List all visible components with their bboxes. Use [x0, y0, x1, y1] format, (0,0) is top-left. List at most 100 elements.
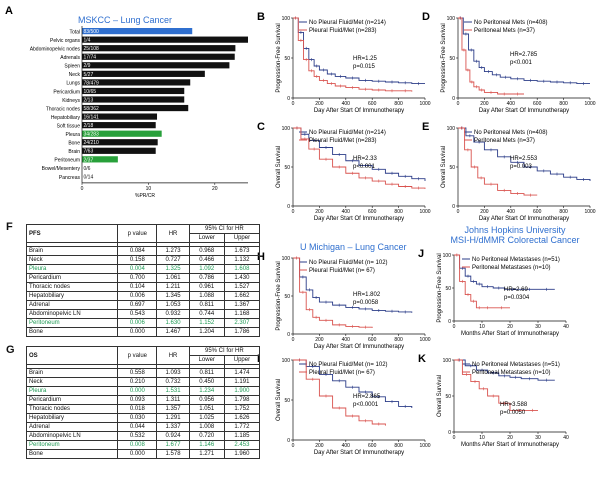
km-curve [458, 17, 524, 95]
bar-count-label: 34/283 [84, 132, 100, 138]
y-axis-label: Progression-Free Survival [276, 23, 282, 92]
y-tick-label: 100 [443, 358, 452, 364]
stat-annotation: p=0.0050 [500, 410, 526, 416]
table-cell: 1.467 [156, 327, 190, 337]
table-cell: 0.532 [117, 431, 158, 441]
bar [82, 156, 118, 163]
x-tick-label: 30 [535, 324, 541, 330]
km-curve [454, 359, 538, 411]
y-axis-label: Progression-Free Survival [441, 23, 447, 92]
y-tick-label: 100 [282, 126, 291, 132]
bar [82, 53, 235, 60]
stat-annotation: HR=2.865 [353, 394, 381, 400]
table-cell: 1.527 [223, 282, 261, 292]
table-cell: 1.168 [223, 309, 261, 319]
stat-annotation: HR=1.802 [353, 292, 381, 298]
table-cell: 0.000 [117, 449, 158, 459]
x-tick-label: 400 [507, 101, 516, 107]
panel-label-K: K [418, 353, 426, 365]
table-cell: 1.630 [156, 318, 190, 328]
table-cell: 1.093 [156, 368, 190, 378]
table-cell: 1.798 [223, 395, 261, 405]
bar-count-label: 16/141 [84, 115, 100, 121]
table-cell: 1.146 [188, 440, 225, 450]
chart-title-A: MSKCC – Lung Cancer [78, 15, 172, 25]
table-cell: 0.210 [117, 377, 158, 387]
table-row: Peritoneum 0.008 1.677 1.146 2.453 [25, 440, 261, 450]
bar [82, 113, 158, 120]
km-curve [293, 127, 426, 182]
y-tick-label: 0 [287, 204, 290, 210]
legend-entry: No Pleural Fluid/Met (n=214) [309, 20, 386, 26]
x-tick-label: 0 [292, 101, 295, 107]
table-cell: 0.720 [188, 431, 225, 441]
x-tick-label: 400 [342, 209, 351, 215]
bar-category-label: Thoracic nodes [46, 106, 81, 112]
x-tick-label: 0 [453, 435, 456, 441]
bar-category-label: Neck [69, 72, 81, 78]
bar [82, 87, 185, 95]
table-cell: 1.291 [156, 413, 190, 423]
y-tick-label: 50 [284, 165, 290, 171]
table-cell: 0.543 [117, 309, 158, 319]
x-tick-label: 40 [563, 435, 569, 441]
table-cell: 1.662 [223, 291, 261, 301]
table-cell: 2.307 [223, 318, 261, 328]
y-tick-label: 100 [282, 358, 291, 364]
row-label: Neck [25, 255, 119, 265]
bar-category-label: Kidneys [62, 98, 80, 104]
y-axis-label: Overall Survival [441, 146, 447, 188]
km-curve [458, 127, 591, 182]
row-label: Peritoneum [25, 440, 119, 450]
bar-count-label: 2/18 [84, 123, 94, 129]
x-tick-label: 1000 [584, 209, 595, 215]
y-axis-label: Overall Survival [437, 375, 443, 417]
legend-entry: No Pleural Fluid/Met (n=214) [309, 130, 386, 136]
x-axis-label: Day After Start Of Immunotherapy [314, 344, 404, 350]
y-tick-label: 50 [449, 165, 455, 171]
bar-category-label: Brain [68, 149, 80, 155]
table-row: Abdominopelvic LN 0.543 0.932 0.744 1.168 [25, 309, 261, 319]
table-cell: 0.811 [188, 368, 225, 378]
x-tick-label: 1000 [419, 337, 430, 343]
table-row: Peritoneum 0.006 1.630 1.152 2.307 [25, 318, 261, 328]
x-axis-label: Day After Start Of Immunotherapy [314, 450, 404, 456]
panel-label-D: D [422, 11, 430, 23]
table-cell: 0.697 [117, 300, 158, 310]
x-tick-label: 800 [559, 209, 568, 215]
bar-category-label: Lungs [66, 81, 80, 87]
table-cell: 0.018 [117, 404, 158, 414]
x-tick-label: 0 [457, 209, 460, 215]
x-tick-label: 600 [368, 443, 377, 449]
bar-count-label: 7/63 [84, 149, 94, 155]
panel-label-B: B [257, 11, 265, 23]
table-cell: 0.030 [117, 413, 158, 423]
row-label: Adrenal [25, 422, 119, 432]
table-row: Pleura 0.004 1.325 1.092 1.608 [25, 264, 261, 274]
bar [82, 96, 185, 103]
table-cell: 1.531 [156, 386, 190, 396]
legend-entry: Pleural Fluid/Met (n=283) [309, 28, 377, 34]
table-cell: 1.025 [188, 413, 225, 423]
row-label: Adrenal [25, 300, 119, 310]
table-cell: 1.900 [223, 386, 261, 396]
x-tick-label: 800 [394, 443, 403, 449]
km-curve [454, 254, 510, 309]
y-axis-label: Progression-Free Survival [276, 261, 282, 330]
table-cell: 1.088 [188, 291, 225, 301]
legend-entry: No Peritoneal Metastases (n=51) [472, 362, 560, 368]
legend-entry: Pleural Fluid/Met (n= 67) [309, 268, 375, 274]
table-cell: 1.053 [156, 300, 190, 310]
km-curve [293, 257, 413, 313]
bar-count-label: 2/9 [84, 63, 91, 69]
header-row: OS p value HR 95% CI for HR [25, 346, 261, 365]
x-tick-label: 1000 [419, 101, 430, 107]
table-cell: 2.453 [223, 440, 261, 450]
x-tick-label: 200 [480, 209, 489, 215]
table-cell: 0.744 [188, 309, 225, 319]
table-cell: 1.051 [188, 404, 225, 414]
y-tick-label: 0 [452, 96, 455, 102]
table-cell: 1.578 [156, 449, 190, 459]
row-label: Thoracic nodes [25, 404, 119, 414]
stat-annotation: HR=2.33 [353, 156, 378, 162]
